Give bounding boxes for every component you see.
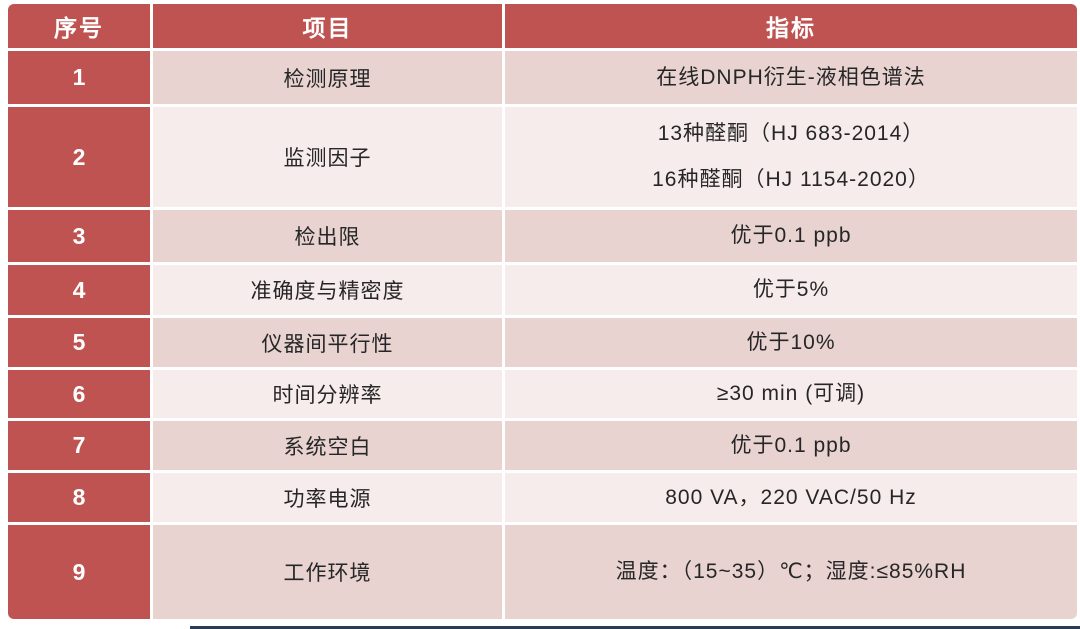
row-number: 4 [72,276,86,303]
spec-value: 在线DNPH衍生-液相色谱法 [505,61,1077,95]
row-number-cell: 9 [8,525,150,619]
item-cell: 时间分辨率 [153,370,502,418]
column-header-spec: 指标 [505,4,1077,48]
spec-value: 优于0.1 ppb [505,219,1077,253]
spec-line: ≥30 min (可调) [716,382,866,406]
row-number: 8 [72,484,86,510]
item-cell: 工作环境 [153,525,502,619]
spec-value: 13种醛酮（HJ 683-2014） 16种醛酮（HJ 1154-2020） [505,111,1077,203]
spec-table-body: 1 检测原理 在线DNPH衍生-液相色谱法 2 监测因子 13种醛酮（HJ 68… [8,51,1077,619]
spec-line: 温度：（15~35）℃；湿度:≤85%RH [615,560,967,584]
row-number: 1 [72,64,86,90]
spec-line: 优于5% [752,278,830,302]
item-label: 工作环境 [283,562,372,585]
item-label: 准确度与精密度 [250,280,405,303]
spec-value: 800 VA，220 VAC/50 Hz [505,481,1077,515]
item-cell: 监测因子 [153,107,502,207]
row-number: 6 [72,380,86,407]
row-number: 7 [72,432,86,458]
spec-cell: 优于5% [505,265,1077,315]
spec-table-header: 序号 项目 指标 [8,4,1077,48]
spec-line: 优于10% [746,330,836,354]
item-label: 功率电源 [283,487,372,511]
spec-line: 800 VA，220 VAC/50 Hz [665,485,917,509]
spec-value: ≥30 min (可调) [505,377,1077,411]
column-header-no: 序号 [8,4,150,48]
table-row: 3 检出限 优于0.1 ppb [8,210,1077,262]
spec-line: 优于0.1 ppb [730,433,852,457]
spec-table: 序号 项目 指标 1 检测原理 在线DNPH衍生-液相色谱法 2 监测因子 13… [5,1,1080,622]
spec-value: 优于10% [505,326,1077,360]
table-row: 4 准确度与精密度 优于5% [8,265,1077,315]
table-row: 5 仪器间平行性 优于10% [8,318,1077,367]
item-label: 时间分辨率 [272,384,383,407]
item-cell: 功率电源 [153,473,502,522]
column-header-item: 项目 [153,4,502,48]
header-row: 序号 项目 指标 [8,4,1077,48]
spec-cell: 优于10% [505,318,1077,367]
table-row: 2 监测因子 13种醛酮（HJ 683-2014） 16种醛酮（HJ 1154-2… [8,107,1077,207]
row-number-cell: 5 [8,318,150,367]
item-label: 监测因子 [283,147,372,170]
table-row: 9 工作环境 温度：（15~35）℃；湿度:≤85%RH [8,525,1077,619]
row-number-cell: 6 [8,370,150,418]
spec-line: 13种醛酮（HJ 683-2014） [657,121,925,145]
spec-cell: 优于0.1 ppb [505,210,1077,262]
table-row: 1 检测原理 在线DNPH衍生-液相色谱法 [8,51,1077,104]
spec-value: 温度：（15~35）℃；湿度:≤85%RH [505,555,1077,589]
item-cell: 检测原理 [153,51,502,104]
spec-cell: 温度：（15~35）℃；湿度:≤85%RH [505,525,1077,619]
spec-line: 16种醛酮（HJ 1154-2020） [652,168,930,191]
row-number-cell: 1 [8,51,150,104]
item-label: 仪器间平行性 [261,332,394,356]
table-row: 7 系统空白 优于0.1 ppb [8,421,1077,470]
row-number: 3 [72,222,86,249]
table-row: 6 时间分辨率 ≥30 min (可调) [8,370,1077,418]
row-number-cell: 8 [8,473,150,522]
table-row: 8 功率电源 800 VA，220 VAC/50 Hz [8,473,1077,522]
spec-cell: 优于0.1 ppb [505,421,1077,470]
item-label: 检测原理 [283,67,372,91]
item-label: 系统空白 [283,435,372,459]
row-number-cell: 7 [8,421,150,470]
spec-line: 在线DNPH衍生-液相色谱法 [656,65,926,89]
item-label: 检出限 [294,226,361,249]
row-number: 9 [72,558,86,585]
row-number: 2 [72,143,86,170]
row-number: 5 [72,329,86,355]
item-cell: 检出限 [153,210,502,262]
row-number-cell: 3 [8,210,150,262]
spec-cell: 13种醛酮（HJ 683-2014） 16种醛酮（HJ 1154-2020） [505,107,1077,207]
spec-value: 优于5% [505,273,1077,307]
row-number-cell: 4 [8,265,150,315]
spec-cell: 800 VA，220 VAC/50 Hz [505,473,1077,522]
spec-line: 优于0.1 ppb [730,224,852,248]
item-cell: 准确度与精密度 [153,265,502,315]
spec-cell: ≥30 min (可调) [505,370,1077,418]
item-cell: 仪器间平行性 [153,318,502,367]
spec-cell: 在线DNPH衍生-液相色谱法 [505,51,1077,104]
bottom-divider-bar [190,626,1080,629]
item-cell: 系统空白 [153,421,502,470]
spec-value: 优于0.1 ppb [505,429,1077,463]
row-number-cell: 2 [8,107,150,207]
